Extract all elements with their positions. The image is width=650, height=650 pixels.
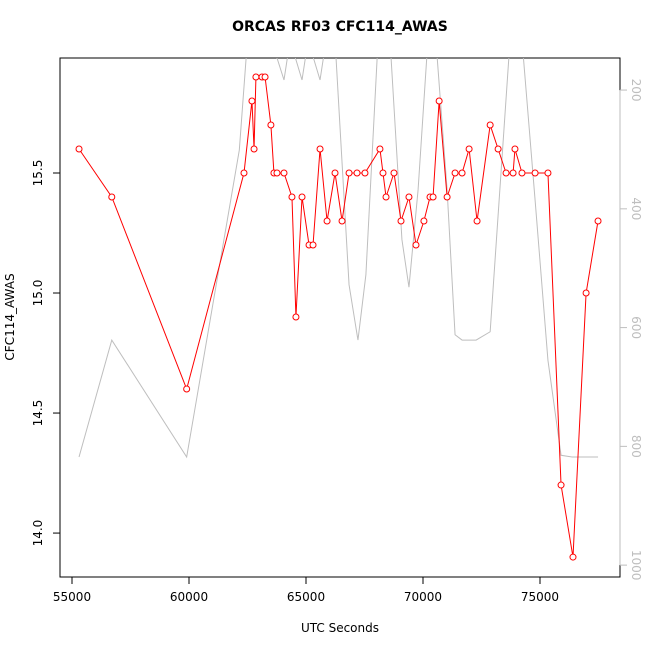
data-point <box>361 169 369 177</box>
data-point <box>338 217 346 225</box>
data-point <box>382 193 390 201</box>
data-point <box>273 169 281 177</box>
data-point <box>509 169 517 177</box>
data-point <box>323 217 331 225</box>
y2-tick-label: 600 <box>629 316 643 339</box>
data-point <box>420 217 428 225</box>
data-point <box>429 193 437 201</box>
data-point <box>108 193 116 201</box>
y-tick-label: 15.0 <box>31 280 45 307</box>
data-point <box>292 313 300 321</box>
x-tick-label: 55000 <box>53 590 91 604</box>
data-point <box>435 97 443 105</box>
data-point <box>443 193 451 201</box>
data-point <box>397 217 405 225</box>
data-point <box>531 169 539 177</box>
data-point <box>390 169 398 177</box>
data-point <box>405 193 413 201</box>
data-point <box>183 385 191 393</box>
data-point <box>331 169 339 177</box>
data-point <box>288 193 296 201</box>
plot-area <box>75 58 602 561</box>
data-point <box>594 217 602 225</box>
y-tick-label: 14.0 <box>31 520 45 547</box>
data-point <box>518 169 526 177</box>
data-point <box>458 169 466 177</box>
y2-tick-label: 400 <box>629 197 643 220</box>
x-tick-label: 75000 <box>521 590 559 604</box>
y2-tick-label: 200 <box>629 79 643 102</box>
y-tick-label: 15.5 <box>31 160 45 187</box>
data-point <box>353 169 361 177</box>
x-tick-label: 70000 <box>404 590 442 604</box>
data-point <box>261 73 269 81</box>
chart-title: ORCAS RF03 CFC114_AWAS <box>232 19 448 35</box>
data-point <box>267 121 275 129</box>
data-point <box>75 145 83 153</box>
data-point <box>569 553 577 561</box>
data-point <box>557 481 565 489</box>
data-point <box>298 193 306 201</box>
y-axis-label: CFC114_AWAS <box>3 273 17 360</box>
data-point <box>376 145 384 153</box>
data-point <box>379 169 387 177</box>
data-point <box>345 169 353 177</box>
data-point <box>451 169 459 177</box>
data-point <box>465 145 473 153</box>
data-point <box>544 169 552 177</box>
y2-tick-label: 1000 <box>629 550 643 581</box>
data-point <box>473 217 481 225</box>
data-point <box>248 97 256 105</box>
data-point <box>511 145 519 153</box>
data-point <box>582 289 590 297</box>
data-point <box>240 169 248 177</box>
data-point <box>309 241 317 249</box>
x-axis-label: UTC Seconds <box>301 621 379 635</box>
x-tick-label: 60000 <box>170 590 208 604</box>
data-point <box>250 145 258 153</box>
x-tick-label: 65000 <box>287 590 325 604</box>
data-point <box>412 241 420 249</box>
data-point <box>494 145 502 153</box>
data-point <box>252 73 260 81</box>
data-point <box>316 145 324 153</box>
data-point <box>502 169 510 177</box>
data-point <box>486 121 494 129</box>
data-point <box>280 169 288 177</box>
y2-tick-label: 800 <box>629 435 643 458</box>
y-tick-label: 14.5 <box>31 400 45 427</box>
